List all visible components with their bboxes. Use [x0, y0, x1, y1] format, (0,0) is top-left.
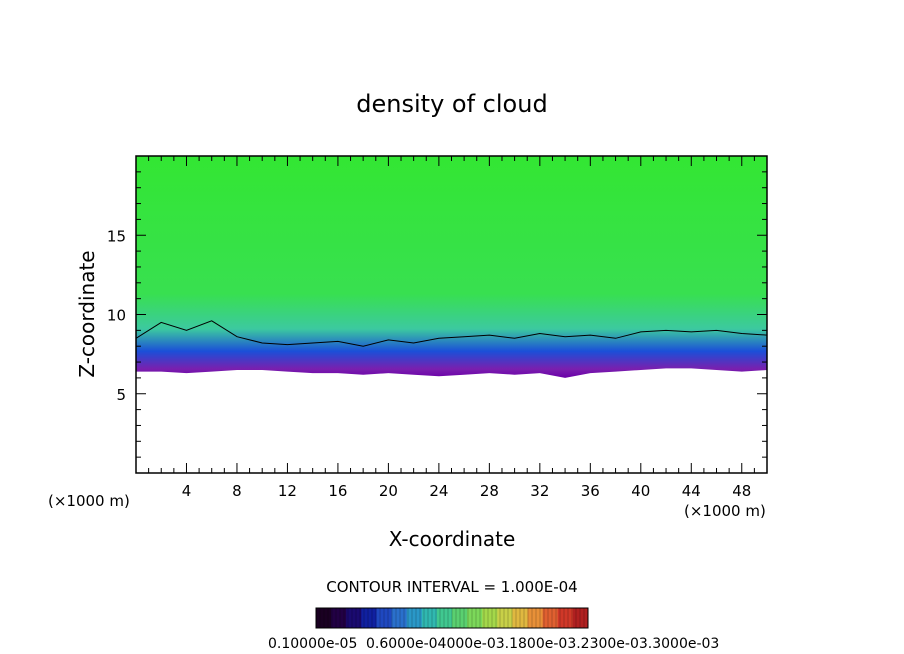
colorbar-swatch — [467, 608, 483, 628]
x-unit-label-left: (×1000 m) — [48, 492, 130, 510]
chart-title: density of cloud — [356, 90, 547, 118]
y-axis-ticks: 5 10 15 — [107, 171, 767, 458]
colorbar-swatch — [542, 608, 559, 628]
x-tick-label: 12 — [278, 482, 297, 500]
y-tick-label: 15 — [107, 227, 126, 245]
colorbar-swatch — [346, 608, 362, 628]
y-tick-label: 10 — [107, 307, 126, 325]
x-axis-ticks: 4 8 12 16 20 24 28 32 36 40 44 48 — [148, 156, 755, 500]
x-unit-label-right: (×1000 m) — [684, 502, 766, 520]
x-tick-label: 32 — [530, 482, 549, 500]
colorbar-swatch — [497, 608, 513, 628]
x-tick-label: 16 — [328, 482, 347, 500]
colorbar-swatch — [406, 608, 423, 628]
colorbar-swatch — [512, 608, 529, 628]
y-tick-label: 5 — [116, 386, 126, 404]
x-tick-label: 48 — [732, 482, 751, 500]
colorbar-swatch — [557, 608, 574, 628]
x-tick-label: 44 — [682, 482, 701, 500]
colorbar-swatch — [482, 608, 498, 628]
cloud-density-field — [136, 156, 767, 378]
colorbar-swatch — [452, 608, 468, 628]
contour-line — [136, 320, 767, 347]
x-tick-label: 20 — [379, 482, 398, 500]
x-tick-label: 36 — [581, 482, 600, 500]
x-tick-label: 40 — [631, 482, 650, 500]
x-tick-label: 28 — [480, 482, 499, 500]
colorbar-swatch — [436, 608, 453, 628]
contour-interval-text: CONTOUR INTERVAL = 1.000E-04 — [326, 578, 577, 596]
colorbar-swatch — [527, 608, 544, 628]
x-tick-label: 4 — [182, 482, 192, 500]
colorbar-label-overlap: 0.6000e-04000e-03.1800e-03.2300e-03.3000… — [366, 636, 719, 652]
colorbar-swatch — [316, 608, 332, 628]
colorbar — [316, 608, 589, 628]
colorbar-swatch — [361, 608, 377, 628]
colorbar-label-min: 0.10000e-05 — [268, 636, 357, 652]
colorbar-swatch — [572, 608, 589, 628]
colorbar-swatch — [376, 608, 393, 628]
x-tick-label: 24 — [429, 482, 448, 500]
colorbar-swatch — [421, 608, 438, 628]
colorbar-frame — [315, 607, 589, 629]
plot-area — [136, 156, 767, 378]
y-axis-label: Z-coordinate — [75, 250, 99, 377]
colorbar-swatch — [331, 608, 347, 628]
x-tick-label: 8 — [232, 482, 242, 500]
colorbar-swatch — [391, 608, 408, 628]
x-axis-label: X-coordinate — [389, 527, 516, 551]
